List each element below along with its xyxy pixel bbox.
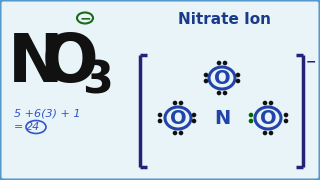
Text: O: O <box>170 109 186 127</box>
Circle shape <box>192 113 196 117</box>
Circle shape <box>204 73 208 77</box>
Circle shape <box>284 119 288 123</box>
Circle shape <box>263 131 267 135</box>
Circle shape <box>204 79 208 83</box>
Text: −: − <box>306 55 316 68</box>
Circle shape <box>192 119 196 123</box>
Text: 3: 3 <box>82 60 113 103</box>
Text: =: = <box>14 122 27 132</box>
Text: O: O <box>214 69 230 87</box>
Circle shape <box>173 131 177 135</box>
Circle shape <box>236 79 240 83</box>
Circle shape <box>223 61 227 65</box>
Text: N: N <box>8 30 64 96</box>
Text: Nitrate Ion: Nitrate Ion <box>179 12 271 27</box>
Text: 24: 24 <box>26 122 40 132</box>
Text: O: O <box>260 109 276 127</box>
Circle shape <box>173 101 177 105</box>
Circle shape <box>249 119 252 123</box>
Circle shape <box>284 113 288 117</box>
Circle shape <box>158 113 162 117</box>
Circle shape <box>217 91 220 95</box>
Text: −: − <box>79 11 91 25</box>
Circle shape <box>236 73 240 77</box>
Circle shape <box>217 61 220 65</box>
Circle shape <box>180 131 183 135</box>
Circle shape <box>269 101 273 105</box>
Text: 5 +6(3) + 1: 5 +6(3) + 1 <box>14 108 81 118</box>
Circle shape <box>180 101 183 105</box>
Circle shape <box>158 119 162 123</box>
Text: N: N <box>214 109 230 127</box>
Text: O: O <box>42 30 99 96</box>
Circle shape <box>269 131 273 135</box>
Circle shape <box>249 113 252 117</box>
Circle shape <box>263 101 267 105</box>
Circle shape <box>223 91 227 95</box>
